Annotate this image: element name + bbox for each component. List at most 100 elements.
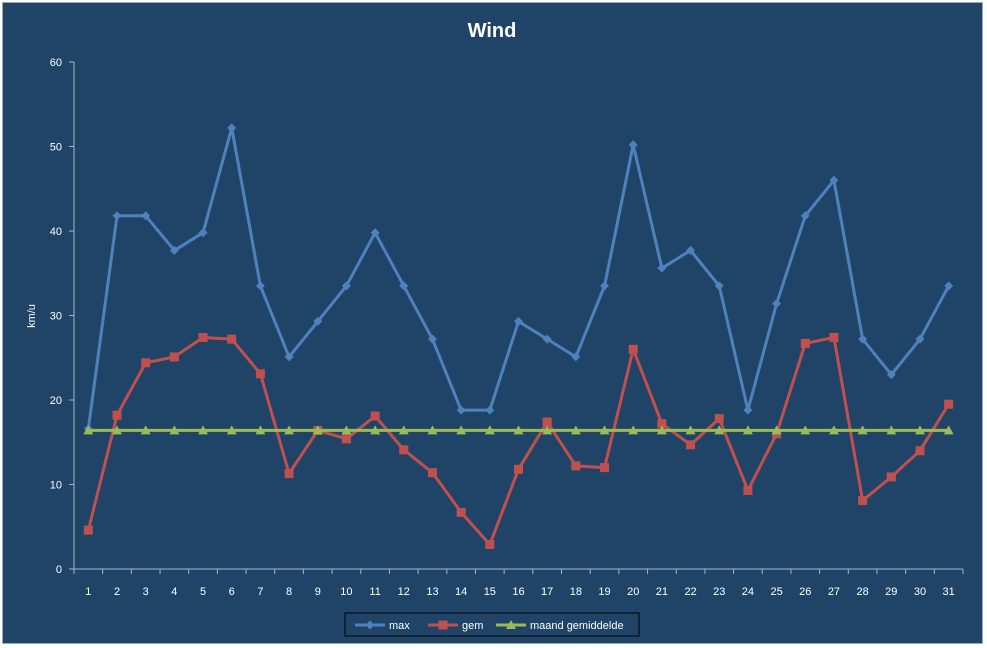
data-point-gem [456,507,466,517]
data-point-gem [112,410,122,420]
data-point-maand-gemiddelde [771,425,782,435]
data-point-maand-gemiddelde [83,425,94,435]
data-point-max [657,263,667,273]
x-tick-label: 11 [369,586,380,598]
x-tick-label: 17 [541,586,553,598]
data-point-max [542,334,552,344]
y-tick-label: 60 [50,57,62,69]
data-point-max [313,316,323,326]
data-point-maand-gemiddelde [370,425,381,435]
data-point-max [227,123,237,133]
data-point-gem [886,472,896,482]
x-tick-label: 16 [512,586,524,598]
data-point-gem [83,525,93,535]
x-tick-label: 1 [85,586,91,598]
legend-box [344,612,640,637]
x-tick-label: 19 [598,586,610,598]
data-point-maand-gemiddelde [828,425,839,435]
data-point-gem [858,496,868,506]
data-point-gem [800,338,810,348]
data-point-max [571,352,581,362]
x-tick-label: 10 [340,586,352,598]
data-point-maand-gemiddelde [341,425,352,435]
data-point-maand-gemiddelde [599,425,610,435]
x-tick-label: 7 [257,586,263,598]
series-max [83,123,954,434]
data-point-gem [370,411,380,421]
data-point-gem [284,469,294,479]
x-tick-label: 30 [914,586,926,598]
data-point-maand-gemiddelde [685,425,696,435]
legend-marker-max [365,620,375,630]
data-point-gem [141,358,151,368]
data-point-max [686,245,696,255]
data-point-max [714,281,724,291]
data-point-max [198,228,208,238]
data-point-max [284,352,294,362]
data-point-max [600,281,610,291]
data-point-maand-gemiddelde [398,425,409,435]
data-point-gem [514,464,523,474]
data-point-gem [542,417,552,427]
data-point-max [514,316,523,326]
data-point-max [341,281,351,291]
y-axis-label: km/u [26,304,38,328]
data-point-max [112,211,122,221]
x-tick-label: 29 [885,586,897,598]
data-point-gem [944,399,954,409]
data-point-max [399,281,409,291]
x-tick-label: 18 [570,586,582,598]
chart-title: Wind [468,20,517,42]
x-tick-label: 9 [315,586,321,598]
data-point-maand-gemiddelde [656,425,667,435]
data-point-gem [485,539,495,549]
data-point-gem [714,414,724,424]
x-tick-label: 2 [114,586,120,598]
x-tick-label: 5 [200,586,206,598]
data-point-max [858,334,868,344]
data-point-maand-gemiddelde [255,425,266,435]
legend: max gem maand gemiddelde [344,612,640,637]
data-point-maand-gemiddelde [886,425,897,435]
data-point-maand-gemiddelde [570,425,581,435]
data-point-gem [198,332,208,342]
data-point-maand-gemiddelde [857,425,868,435]
data-point-maand-gemiddelde [628,425,639,435]
data-point-max [141,211,151,221]
data-point-gem [743,485,753,495]
data-point-maand-gemiddelde [140,425,151,435]
data-point-max [944,281,954,291]
data-point-maand-gemiddelde [456,425,467,435]
data-point-max [886,370,896,380]
data-point-max [829,175,839,185]
data-point-maand-gemiddelde [169,425,180,435]
data-point-gem [169,352,179,362]
data-point-maand-gemiddelde [513,425,524,435]
legend-marker-gem [438,620,448,630]
x-tick-label: 4 [171,586,177,598]
x-tick-label: 3 [143,586,149,598]
x-tick-label: 12 [398,586,410,598]
data-point-gem [399,445,409,455]
y-tick-label: 30 [50,311,62,323]
data-point-gem [600,463,610,473]
series-line-max [86,126,950,429]
data-point-maand-gemiddelde [800,425,811,435]
series-line-gem [86,335,950,546]
data-point-maand-gemiddelde [284,425,295,435]
x-tick-label: 20 [627,586,639,598]
data-point-max [743,405,753,415]
data-point-maand-gemiddelde [226,425,237,435]
data-point-maand-gemiddelde [312,425,323,435]
data-point-gem [227,334,237,344]
legend-label-max: max [389,620,410,632]
data-point-maand-gemiddelde [943,425,954,435]
x-tick-label: 22 [684,586,696,598]
legend-entry-max: max [355,620,410,632]
data-point-gem [571,461,581,471]
data-point-max [485,405,495,415]
x-tick-label: 27 [828,586,840,598]
data-point-gem [657,419,667,429]
